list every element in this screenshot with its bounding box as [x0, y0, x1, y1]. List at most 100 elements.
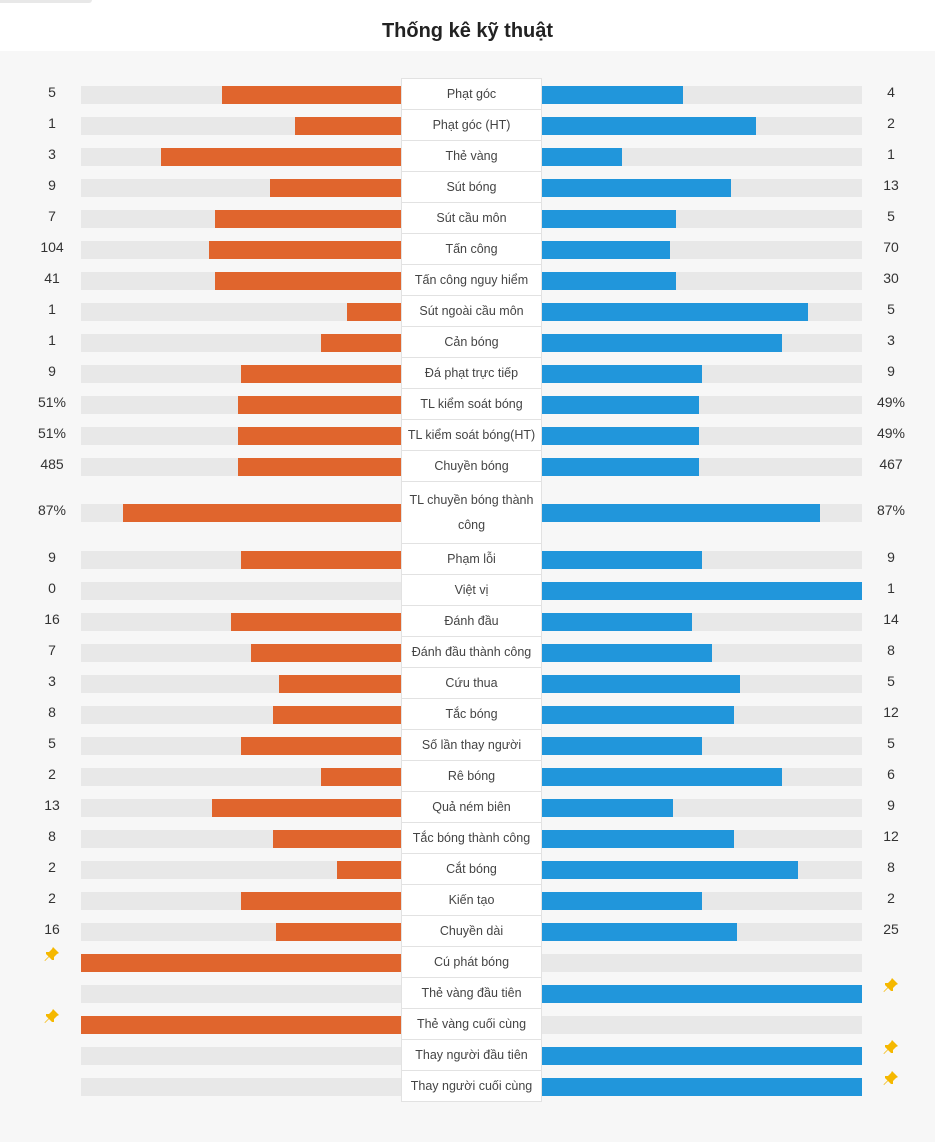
- stat-label: Thẻ vàng đầu tiên: [401, 977, 542, 1009]
- away-bar: [542, 116, 756, 135]
- stat-label: Đánh đầu thành công: [401, 636, 542, 668]
- away-bar-track: [542, 643, 862, 662]
- away-bar: [542, 829, 734, 848]
- away-value: 25: [883, 920, 899, 937]
- away-bar-track: [542, 1015, 862, 1034]
- home-bar: [238, 395, 401, 414]
- away-bar-track: [542, 364, 862, 383]
- home-bar: [209, 240, 401, 259]
- away-bar-track: [542, 674, 862, 693]
- home-bar: [215, 271, 401, 290]
- home-bar: [241, 364, 401, 383]
- away-value: 5: [887, 734, 895, 751]
- away-value: 1: [887, 579, 895, 596]
- away-value: 30: [883, 269, 899, 286]
- away-bar-track: [542, 798, 862, 817]
- away-bar: [542, 736, 702, 755]
- away-bar: [542, 1077, 862, 1096]
- pin-icon: [883, 977, 898, 992]
- home-bar-track: [81, 364, 401, 383]
- away-bar: [542, 1046, 862, 1065]
- away-bar-track: [542, 705, 862, 724]
- away-bar: [542, 612, 692, 631]
- away-bar-track: [542, 504, 862, 522]
- pin-icon: [44, 946, 59, 961]
- stat-label: Sút bóng: [401, 171, 542, 203]
- home-pin-icon: [44, 946, 62, 964]
- home-bar-track: [81, 395, 401, 414]
- away-bar-track: [542, 85, 862, 104]
- away-bar: [542, 240, 670, 259]
- home-value: 8: [48, 827, 56, 844]
- home-value: 3: [48, 145, 56, 162]
- home-bar: [321, 333, 401, 352]
- away-bar-track: [542, 984, 862, 1003]
- away-bar: [542, 705, 734, 724]
- home-value: 51%: [37, 424, 67, 441]
- header-tab: [0, 0, 92, 3]
- away-bar-track: [542, 426, 862, 445]
- home-value: 51%: [37, 393, 67, 410]
- home-bar: [273, 829, 401, 848]
- pin-icon: [44, 1008, 59, 1023]
- stat-label: Tấn công: [401, 233, 542, 265]
- away-bar: [542, 271, 676, 290]
- away-value: 3: [887, 331, 895, 348]
- home-bar-track: [81, 504, 401, 522]
- stat-label: TL kiểm soát bóng(HT): [401, 419, 542, 451]
- away-bar-track: [542, 457, 862, 476]
- home-value: 7: [48, 207, 56, 224]
- stat-label: TL kiểm soát bóng: [401, 388, 542, 420]
- home-bar: [347, 302, 401, 321]
- home-value: 5: [48, 83, 56, 100]
- home-bar-track: [81, 798, 401, 817]
- away-bar: [542, 178, 731, 197]
- stat-label: Thay người cuối cùng: [401, 1070, 542, 1102]
- away-bar: [542, 504, 820, 522]
- home-bar: [238, 426, 401, 445]
- away-bar: [542, 581, 862, 600]
- home-bar: [161, 147, 401, 166]
- away-bar: [542, 333, 782, 352]
- away-bar: [542, 922, 737, 941]
- home-bar: [81, 953, 401, 972]
- home-value: 5: [48, 734, 56, 751]
- stat-label: Việt vị: [401, 574, 542, 606]
- away-value: 8: [887, 858, 895, 875]
- away-bar-track: [542, 922, 862, 941]
- home-bar: [270, 178, 401, 197]
- stat-label: Phạt góc (HT): [401, 109, 542, 141]
- away-bar: [542, 364, 702, 383]
- stat-label: Kiến tạo: [401, 884, 542, 916]
- stat-label: Cứu thua: [401, 667, 542, 699]
- home-bar: [212, 798, 401, 817]
- home-value: 9: [48, 176, 56, 193]
- home-bar-track: [81, 860, 401, 879]
- away-value: 6: [887, 765, 895, 782]
- away-bar: [542, 302, 808, 321]
- away-value: 49%: [876, 424, 906, 441]
- home-bar: [273, 705, 401, 724]
- home-bar-track: [81, 674, 401, 693]
- away-bar-track: [542, 550, 862, 569]
- home-bar: [321, 767, 401, 786]
- away-bar: [542, 984, 862, 1003]
- away-bar: [542, 891, 702, 910]
- home-bar-track: [81, 705, 401, 724]
- stat-label: Cú phát bóng: [401, 946, 542, 978]
- away-bar: [542, 798, 673, 817]
- away-value: 49%: [876, 393, 906, 410]
- home-bar-track: [81, 550, 401, 569]
- away-bar: [542, 147, 622, 166]
- away-bar-track: [542, 116, 862, 135]
- stat-label: Cản bóng: [401, 326, 542, 358]
- home-bar-track: [81, 612, 401, 631]
- home-bar-track: [81, 891, 401, 910]
- home-bar-track: [81, 1015, 401, 1034]
- home-bar-track: [81, 271, 401, 290]
- away-value: 2: [887, 114, 895, 131]
- stat-label: Tắc bóng thành công: [401, 822, 542, 854]
- away-value: 5: [887, 207, 895, 224]
- home-value: 1: [48, 331, 56, 348]
- away-bar-track: [542, 271, 862, 290]
